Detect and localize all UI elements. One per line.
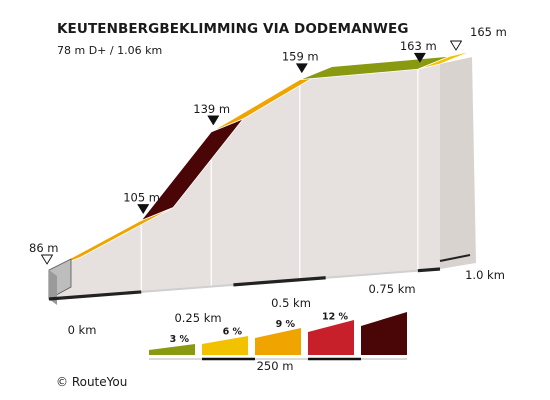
x-tick-label: 0.75 km xyxy=(368,282,415,296)
profile-base xyxy=(48,254,471,305)
elevation-label: 159 m xyxy=(282,50,319,64)
legend-swatch xyxy=(361,312,407,355)
legend-label: 3 % xyxy=(170,334,190,345)
elevation-marker xyxy=(137,204,150,214)
elevation-marker xyxy=(414,52,426,63)
elevation-label: 163 m xyxy=(400,39,437,53)
start-end-marker xyxy=(41,254,53,265)
legend-swatch xyxy=(308,320,354,355)
base-end-line xyxy=(439,254,471,262)
legend-swatch xyxy=(255,328,301,355)
chart-title: KEUTENBERGBEKLIMMING VIA DODEMANWEG xyxy=(57,21,409,37)
x-axis: 0 km 0.25 km 0.5 km 0.75 km 1.0 km xyxy=(68,268,505,337)
elevation-label: 165 m xyxy=(470,25,507,39)
legend-swatch xyxy=(149,344,195,355)
copyright-notice: © RouteYou xyxy=(56,375,128,389)
elevation-label: 139 m xyxy=(193,102,230,116)
legend-label: 12 % xyxy=(322,312,349,323)
chart-subtitle: 78 m D+ / 1.06 km xyxy=(57,44,163,57)
x-tick-label: 0 km xyxy=(68,323,97,337)
base-scale-bar xyxy=(233,276,326,287)
legend-swatch xyxy=(202,336,248,355)
legend-label: 9 % xyxy=(276,319,296,330)
x-tick-label: 0.25 km xyxy=(174,311,221,325)
base-scale-bar xyxy=(48,290,142,301)
top-segment xyxy=(417,50,473,70)
elevation-markers: 86 m 105 m 139 m 159 m 163 m 165 m xyxy=(29,25,507,265)
profile-top-surface xyxy=(48,50,473,271)
legend-scale-label: 250 m xyxy=(257,359,294,373)
end-face xyxy=(440,57,476,269)
start-end-marker xyxy=(450,40,462,51)
elevation-label: 105 m xyxy=(123,190,160,204)
elevation-label: 86 m xyxy=(29,241,59,255)
side-face-area xyxy=(49,64,440,299)
grade-legend: 3 % 6 % 9 % 12 % 250 m xyxy=(149,312,407,373)
elevation-marker xyxy=(296,63,308,73)
start-cap-side xyxy=(49,270,57,305)
x-tick-label: 0.5 km xyxy=(271,296,311,310)
x-tick-label: 1.0 km xyxy=(465,268,505,282)
base-scale-bar xyxy=(417,267,441,273)
elevation-marker xyxy=(207,115,220,126)
legend-label: 6 % xyxy=(223,327,243,338)
profile-side-face xyxy=(49,57,476,299)
